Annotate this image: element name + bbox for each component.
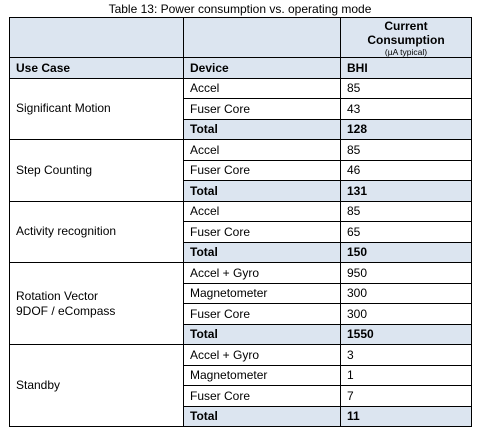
table-row: Magnetometer 300 bbox=[10, 282, 472, 304]
value-cell: 43 bbox=[340, 98, 472, 120]
device-cell: Accel + Gyro bbox=[183, 344, 341, 366]
device-cell: Magnetometer bbox=[183, 282, 341, 304]
table-row: Fuser Core 7 bbox=[10, 385, 472, 407]
header-row-top: Current Consumption (µA typical) bbox=[9, 17, 472, 58]
table-row: Standby Accel + Gyro 3 bbox=[9, 344, 472, 427]
device-cell: Accel bbox=[183, 200, 341, 222]
total-value: 1550 bbox=[340, 323, 472, 345]
use-case-cell: Rotation Vector 9DOF / eCompass bbox=[9, 262, 184, 345]
total-row: Total 150 bbox=[10, 241, 472, 263]
total-value: 131 bbox=[340, 180, 472, 202]
use-case-cell: Significant Motion bbox=[9, 77, 184, 140]
value-cell: 85 bbox=[340, 200, 472, 222]
value-cell: 85 bbox=[340, 139, 472, 161]
device-cell: Accel bbox=[183, 139, 341, 161]
use-case-cell: Standby bbox=[9, 344, 184, 427]
header-row: Use Case Device BHI bbox=[9, 57, 472, 79]
total-row: Total 131 bbox=[10, 180, 472, 202]
total-value: 150 bbox=[340, 241, 472, 263]
device-cell: Fuser Core bbox=[183, 98, 341, 120]
current-unit: (µA typical) bbox=[384, 47, 428, 57]
header-blank-cell bbox=[183, 17, 341, 58]
use-case-cell: Activity recognition bbox=[9, 200, 184, 263]
value-cell: 300 bbox=[340, 303, 472, 325]
table-row: Significant Motion Accel 85 bbox=[9, 77, 472, 140]
value-cell: 3 bbox=[340, 344, 472, 366]
use-case-line2: 9DOF / eCompass bbox=[16, 303, 116, 318]
header-blank-cell bbox=[9, 17, 184, 58]
total-value: 11 bbox=[340, 405, 472, 427]
total-label: Total bbox=[183, 405, 341, 427]
total-row: Total 128 bbox=[10, 118, 472, 140]
table-row: Activity recognition Accel 85 bbox=[9, 200, 472, 263]
total-label: Total bbox=[183, 118, 341, 140]
value-cell: 7 bbox=[340, 385, 472, 407]
device-cell: Fuser Core bbox=[183, 221, 341, 243]
value-cell: 65 bbox=[340, 221, 472, 243]
col-header-device: Device bbox=[183, 57, 341, 79]
device-cell: Fuser Core bbox=[183, 159, 341, 181]
table-row: Step Counting Accel 85 bbox=[9, 139, 472, 202]
value-cell: 300 bbox=[340, 282, 472, 304]
col-header-bhi: BHI bbox=[340, 57, 472, 79]
device-cell: Accel + Gyro bbox=[183, 262, 341, 284]
value-cell: 46 bbox=[340, 159, 472, 181]
total-row: Total 11 bbox=[10, 405, 472, 427]
table-row: Rotation Vector 9DOF / eCompass Accel + … bbox=[9, 262, 472, 345]
current-title-line2: Consumption bbox=[367, 33, 445, 47]
use-case-line1: Rotation Vector bbox=[16, 288, 99, 303]
power-consumption-table: Current Consumption (µA typical) Use Cas… bbox=[9, 17, 472, 427]
table-row: Fuser Core 300 bbox=[10, 303, 472, 325]
device-cell: Accel bbox=[183, 77, 341, 99]
device-cell: Fuser Core bbox=[183, 303, 341, 325]
total-row: Total 1550 bbox=[10, 323, 472, 345]
total-label: Total bbox=[183, 180, 341, 202]
value-cell: 950 bbox=[340, 262, 472, 284]
current-title-line1: Current bbox=[384, 19, 428, 33]
total-label: Total bbox=[183, 323, 341, 345]
value-cell: 1 bbox=[340, 364, 472, 386]
total-label: Total bbox=[183, 241, 341, 263]
device-cell: Fuser Core bbox=[183, 385, 341, 407]
col-header-use-case: Use Case bbox=[9, 57, 184, 79]
current-consumption-header: Current Consumption (µA typical) bbox=[340, 17, 472, 58]
device-cell: Magnetometer bbox=[183, 364, 341, 386]
table-caption: Table 13: Power consumption vs. operatin… bbox=[108, 2, 372, 16]
use-case-cell: Step Counting bbox=[9, 139, 184, 202]
value-cell: 85 bbox=[340, 77, 472, 99]
total-value: 128 bbox=[340, 118, 472, 140]
